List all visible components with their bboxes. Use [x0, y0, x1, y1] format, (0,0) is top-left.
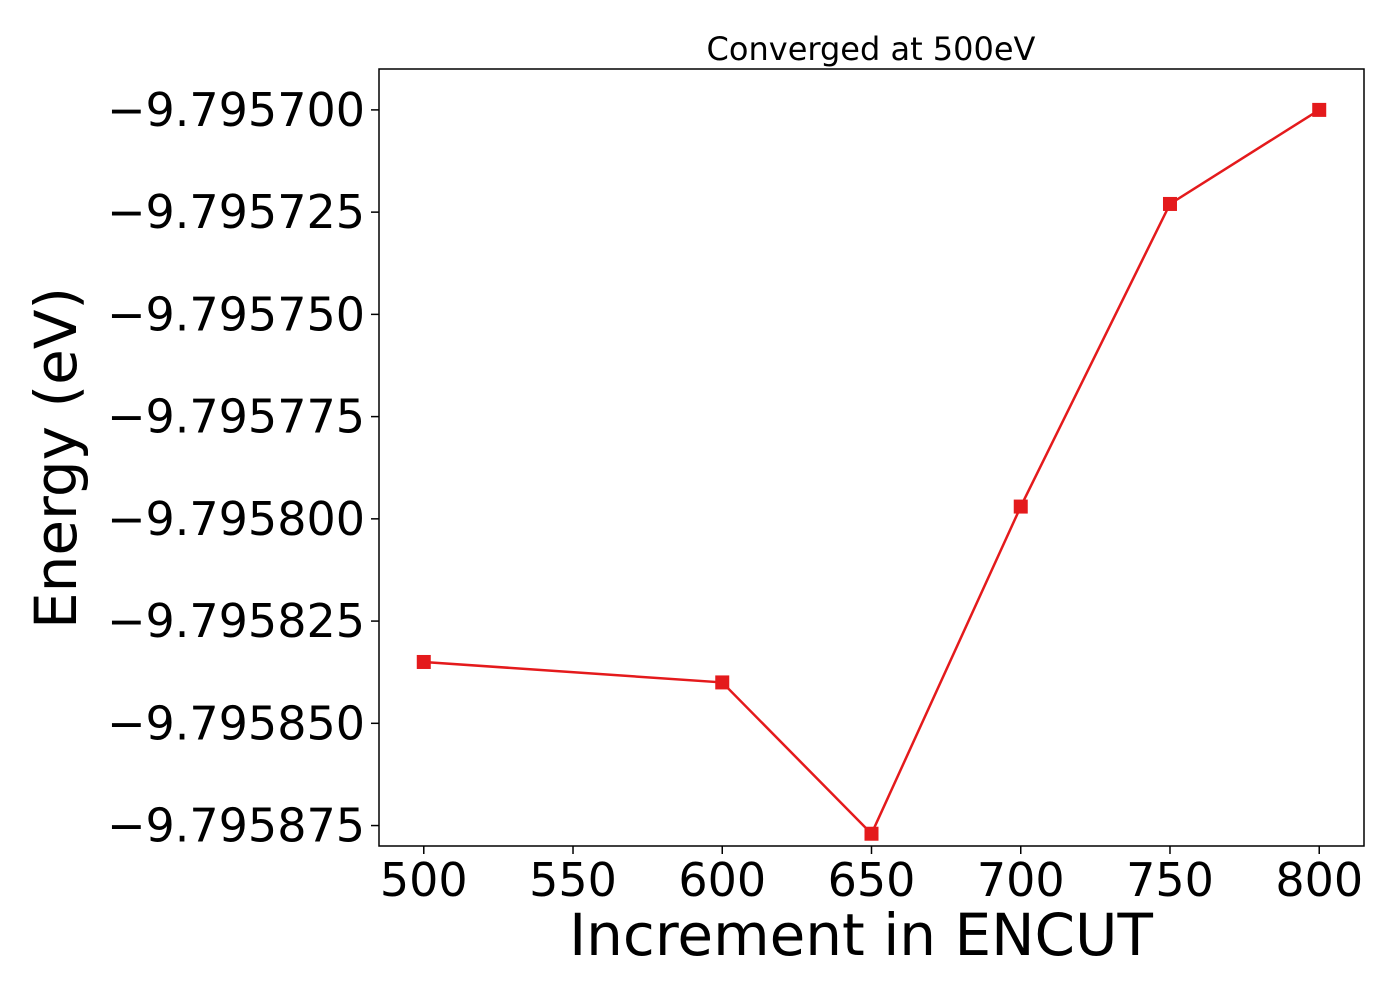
y-tick-label: −9.795725 — [107, 185, 365, 239]
y-tick-label: −9.795775 — [107, 390, 365, 444]
y-axis: −9.795700 −9.795725 −9.795750 −9.795775 −9.7… — [107, 83, 379, 853]
data-point-marker — [864, 826, 879, 841]
data-point-marker — [1013, 499, 1028, 514]
chart-title: Converged at 500eV — [707, 30, 1036, 68]
x-tick-label: 500 — [380, 853, 468, 907]
x-axis-label: Increment in ENCUT — [569, 901, 1153, 969]
series-layer — [416, 102, 1327, 841]
y-tick-label: −9.795875 — [107, 799, 365, 853]
y-axis-label: Energy (eV) — [22, 287, 90, 629]
data-point-marker — [715, 675, 730, 690]
x-tick-label: 550 — [529, 853, 617, 907]
x-tick-label: 800 — [1275, 853, 1363, 907]
x-axis: 500 550 600 650 700 750 800 — [380, 846, 1363, 907]
y-tick-label: −9.795700 — [107, 83, 365, 137]
y-tick-label: −9.795850 — [107, 696, 365, 750]
plot-area — [378, 68, 1365, 847]
data-point-marker — [1162, 196, 1177, 211]
data-point-marker — [1312, 102, 1327, 117]
x-tick-label: 700 — [977, 853, 1065, 907]
series-line — [423, 108, 1320, 836]
x-tick-label: 750 — [1126, 853, 1214, 907]
y-tick-label: −9.795825 — [107, 594, 365, 648]
y-tick-label: −9.795750 — [107, 287, 365, 341]
x-tick-label: 650 — [828, 853, 916, 907]
y-tick-label: −9.795800 — [107, 492, 365, 546]
x-tick-label: 600 — [678, 853, 766, 907]
data-point-marker — [416, 654, 431, 669]
